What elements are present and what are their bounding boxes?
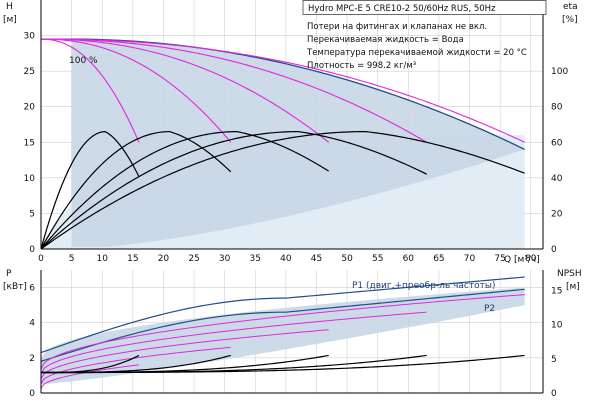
p2-curve (40, 288, 525, 362)
note-fittings: Потери на фитингах и клапанах не вкл. (307, 22, 487, 32)
note-density: Плотность = 998.2 кг/м³ (307, 61, 416, 71)
flow-tick-label: 75 (494, 254, 505, 264)
note-fluid: Перекачиваемая жидкость = Вода (307, 35, 464, 45)
eta-tick-label: 100 (551, 67, 568, 77)
power-npsh-chart: 0 2 4 6 0 5 10 15 (29, 270, 563, 399)
pump-curve-1 (40, 38, 140, 143)
legend-p1: P1 (двиг.+преобр-ль частоты) (352, 281, 496, 291)
efficiency-curve-2 (40, 131, 232, 250)
power-tick-label: 2 (29, 354, 35, 364)
flow-tick-label: 40 (280, 254, 292, 264)
power-curve-4 (40, 311, 427, 375)
head-tick-label: 15 (24, 138, 35, 148)
npsh-curve-5 (41, 354, 525, 374)
pump-curve-3 (40, 38, 330, 143)
head-tick-label: 30 (24, 32, 36, 42)
flow-tick-label: 80 (525, 254, 537, 264)
operating-envelope (71, 39, 525, 247)
flow-tick-label: 5 (69, 254, 75, 264)
power-axis-unit: [кВт] (3, 282, 27, 292)
head-axis-unit: [м] (3, 15, 17, 25)
legend-p2: P2 (484, 304, 495, 314)
power-envelope (41, 287, 525, 385)
max-head-curve (41, 38, 525, 150)
npsh-axis-title: NPSH (557, 269, 582, 279)
head-tick-label: 10 (24, 174, 36, 184)
percent-annotation: 100 % (69, 56, 98, 66)
power-axis-title: P (6, 269, 12, 279)
efficiency-curve-3 (40, 131, 330, 250)
flow-tick-label: 30 (219, 254, 231, 264)
flow-tick-label: 55 (372, 254, 383, 264)
head-axis-title: H (6, 2, 13, 12)
npsh-tick-label: 10 (551, 321, 563, 331)
efficiency-curve-5 (40, 131, 525, 250)
eta-tick-label: 0 (551, 245, 557, 255)
flow-tick-label: 65 (433, 254, 444, 264)
head-tick-label: 5 (29, 209, 35, 219)
eta-tick-label: 60 (551, 138, 563, 148)
efficiency-curve-4 (40, 131, 427, 250)
power-curve-3 (40, 329, 329, 380)
flow-tick-label: 35 (250, 254, 261, 264)
flow-tick-label: 60 (403, 254, 415, 264)
chart-title: Hydro MPC-E 5 CRE10-2 50/60Hz RUS, 50Hz (308, 4, 496, 14)
npsh-tick-label: 5 (551, 355, 557, 365)
pump-curve-2 (40, 38, 232, 143)
power-curve-2 (40, 346, 231, 384)
head-tick-label: 0 (29, 245, 35, 255)
flow-tick-label: 45 (311, 254, 322, 264)
eta-tick-label: 40 (551, 174, 563, 184)
efficiency-curve-1 (40, 130, 140, 250)
flow-tick-label: 25 (188, 254, 199, 264)
eta-axis-unit: [%] (562, 15, 578, 25)
power-tick-label: 6 (29, 284, 35, 294)
flow-tick-label: 20 (158, 254, 170, 264)
eta-tick-label: 20 (551, 209, 563, 219)
eta-axis-title: eta (563, 2, 578, 12)
flow-tick-label: 15 (127, 254, 138, 264)
npsh-tick-label: 15 (551, 287, 562, 297)
flow-tick-label: 0 (38, 254, 44, 264)
head-tick-label: 20 (24, 103, 36, 113)
flow-tick-label: 10 (96, 254, 108, 264)
npsh-tick-label: 0 (551, 389, 557, 399)
power-tick-label: 4 (29, 319, 35, 329)
note-temperature: Температура перекачиваемой жидкости = 20… (306, 48, 527, 58)
flow-axis-title: Q [м³/ч] (504, 255, 540, 265)
title-box (302, 0, 547, 15)
flow-tick-label: 70 (464, 254, 476, 264)
pump-curve-5 (40, 38, 525, 143)
flow-tick-label: 50 (341, 254, 353, 264)
p1-curve (40, 276, 525, 354)
power-tick-label: 0 (29, 389, 35, 399)
power-curve-5 (40, 294, 525, 370)
head-tick-label: 25 (24, 67, 35, 77)
pump-curve-4 (40, 38, 427, 143)
head-efficiency-chart: 0 5 10 15 20 25 30 35 40 45 50 55 60 65 70 75 80 0 5 10 15 20… (24, 0, 568, 264)
eta-tick-label: 80 (551, 103, 563, 113)
npsh-axis-unit: [м] (566, 282, 580, 292)
